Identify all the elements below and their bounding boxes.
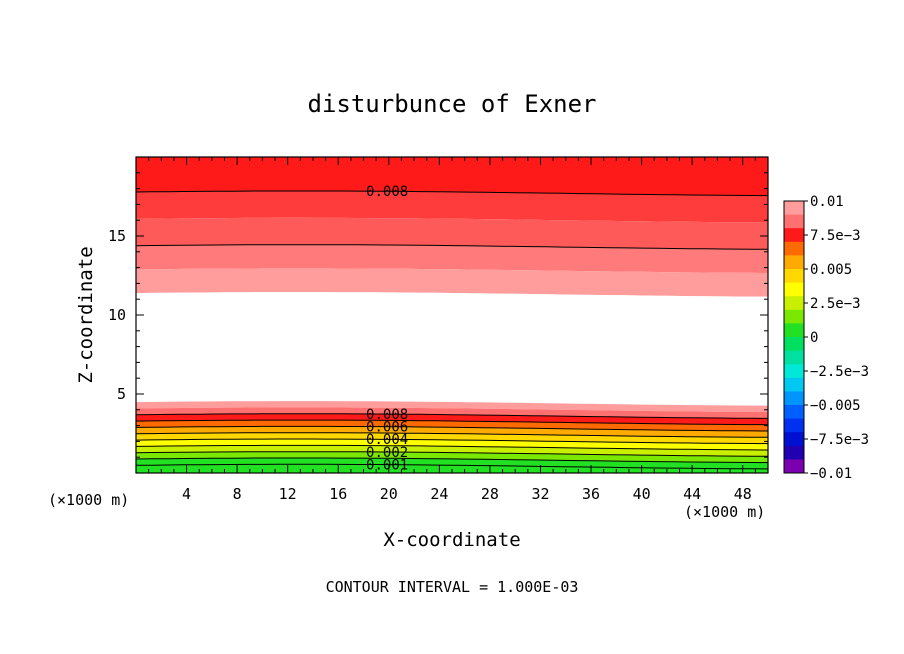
colorbar-tick-label: −7.5e−3: [810, 432, 869, 448]
chart-title: disturbunce of Exner: [308, 90, 597, 118]
colorbar-swatch-13: [784, 377, 804, 392]
y-tick-label: 10: [108, 306, 126, 324]
colorbar: [783, 200, 805, 474]
contour-line-5: [135, 432, 769, 438]
colorbar-swatch-3: [784, 241, 804, 256]
colorbar-swatch-10: [784, 337, 804, 352]
x-tick-label: 40: [633, 485, 651, 503]
x-tick-label: 20: [380, 485, 398, 503]
x-tick-label: 36: [582, 485, 600, 503]
colorbar-swatch-15: [784, 405, 804, 420]
contour-interval-note: CONTOUR INTERVAL = 1.000E-03: [326, 578, 579, 596]
x-tick-label: 32: [531, 485, 549, 503]
contour-line-7: [135, 444, 769, 451]
contour-label: 0.008: [366, 184, 408, 200]
contour-line-3: [135, 419, 769, 426]
contour-line-1: [135, 244, 769, 250]
contour-label: 0.008: [366, 407, 408, 423]
colorbar-swatch-14: [784, 391, 804, 406]
x-tick-label: 48: [734, 485, 752, 503]
contour-line-2: [135, 413, 769, 419]
x-tick-label: 28: [481, 485, 499, 503]
colorbar-swatch-7: [784, 296, 804, 311]
x-tick-label: 24: [430, 485, 448, 503]
colorbar-tick-label: −0.005: [810, 398, 861, 414]
colorbar-tick-label: 7.5e−3: [810, 228, 861, 244]
x-tick-label: 8: [233, 485, 242, 503]
colorbar-swatch-4: [784, 255, 804, 270]
colorbar-swatch-16: [784, 418, 804, 433]
contour-band-9: [136, 420, 768, 431]
contour-label: 0.002: [366, 445, 408, 461]
colorbar-tick-label: −2.5e−3: [810, 364, 869, 380]
y-tick-label: 15: [108, 227, 126, 245]
contour-line-6: [135, 438, 769, 445]
contour-band-13: [136, 445, 768, 457]
contour-line-4: [135, 425, 769, 432]
contour-band-4: [136, 268, 768, 297]
contour-band-8: [136, 413, 768, 425]
x-tick-label: 44: [683, 485, 701, 503]
colorbar-tick-label: 0.01: [810, 194, 844, 210]
colorbar-tick-label: 0.005: [810, 262, 852, 278]
y-axis-label: Z-coordinate: [75, 246, 97, 383]
colorbar-tick-labels: 0.01 7.5e−3 0.005 2.5e−3 0 −2.5e−3 −0.005 −7.5e…: [804, 194, 869, 482]
contour-line-8: [135, 451, 769, 457]
contour-band-7: [136, 407, 768, 419]
contour-line-9: [135, 457, 769, 464]
x-axis-label: X-coordinate: [383, 529, 520, 551]
colorbar-swatch-19: [784, 459, 804, 474]
x-unit-label-right: (×1000 m): [684, 503, 765, 521]
contour-band-6: [136, 401, 768, 412]
contour-label: 0.004: [366, 432, 408, 448]
colorbar-swatch-5: [784, 269, 804, 284]
contour-band-14: [136, 451, 768, 463]
contour-band-12: [136, 439, 768, 450]
colorbar-swatch-12: [784, 364, 804, 379]
x-tick-label: 12: [279, 485, 297, 503]
contour-lines: [135, 190, 769, 470]
y-axis-ticks: 5 10 15: [108, 172, 768, 458]
colorbar-swatch-6: [784, 282, 804, 297]
x-tick-label: 4: [182, 485, 191, 503]
x-unit-label-left: (×1000 m): [48, 491, 129, 509]
contour-band-3: [136, 244, 768, 273]
contour-band-10: [136, 426, 768, 438]
contour-band-0: [136, 157, 768, 196]
colorbar-swatch-11: [784, 350, 804, 365]
colorbar-tick-label: 0: [810, 330, 818, 346]
colorbar-tick-label: −0.01: [810, 466, 852, 482]
contour-band-1: [136, 191, 768, 223]
contour-band-2: [136, 217, 768, 250]
contour-line-10: [135, 463, 769, 470]
colorbar-swatch-0: [784, 201, 804, 216]
colorbar-swatch-9: [784, 323, 804, 338]
colorbar-swatch-17: [784, 432, 804, 447]
colorbar-swatch-8: [784, 309, 804, 324]
contour-line-0: [135, 190, 769, 197]
contour-label: 0.006: [366, 420, 408, 436]
contour-band-11: [136, 432, 768, 444]
x-tick-label: 16: [329, 485, 347, 503]
y-tick-label: 5: [117, 385, 126, 403]
colorbar-swatch-18: [784, 445, 804, 460]
contour-band-5: [136, 292, 768, 406]
x-axis-ticks: 4 8 12 16 20 24 28 32 36 40 44 48: [148, 157, 756, 503]
colorbar-swatch-2: [784, 228, 804, 243]
contour-fill-bands: [136, 157, 768, 473]
colorbar-swatch-1: [784, 214, 804, 229]
colorbar-tick-label: 2.5e−3: [810, 296, 861, 312]
